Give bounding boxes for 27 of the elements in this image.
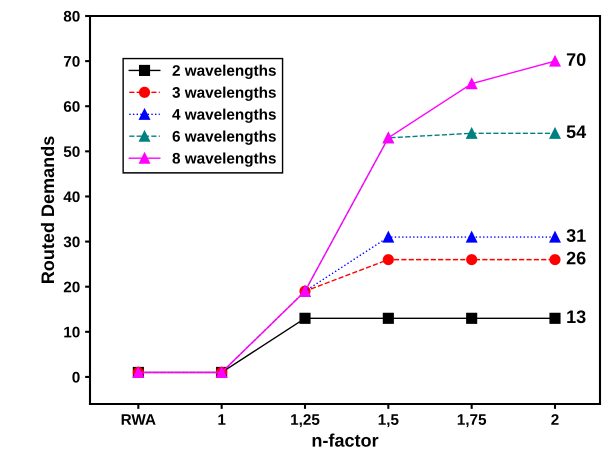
y-tick-label: 70 xyxy=(64,56,80,67)
x-axis-title: n-factor xyxy=(312,434,378,447)
y-tick-label: 80 xyxy=(64,10,80,22)
x-tick-label: 1,75 xyxy=(458,414,486,428)
y-tick-label: 20 xyxy=(64,282,80,292)
x-tick-label: 2 xyxy=(551,414,559,425)
legend-label: 2 wavelengths xyxy=(172,64,276,79)
y-tick-label: 50 xyxy=(64,146,80,158)
legend-label: 8 wavelengths xyxy=(172,152,276,167)
y-tick-label: 10 xyxy=(64,326,80,338)
annotation: 26 xyxy=(566,252,586,264)
annotation: 70 xyxy=(566,53,586,66)
annotation: 31 xyxy=(566,229,586,242)
legend-label: 6 wavelengths xyxy=(172,130,276,145)
x-tick-label: 1,25 xyxy=(291,414,320,428)
annotation: 54 xyxy=(566,126,586,138)
annotation: 13 xyxy=(567,310,586,324)
y-axis-title: Routed Demands xyxy=(40,136,54,284)
y-tick-label: 60 xyxy=(64,101,80,112)
legend-label: 3 wavelengths xyxy=(172,86,276,101)
y-tick-label: 30 xyxy=(64,236,80,248)
x-tick-label: 1 xyxy=(218,414,226,425)
y-tick-label: 40 xyxy=(64,191,80,202)
legend-label: 4 wavelengths xyxy=(172,108,276,123)
x-tick-label: 1,5 xyxy=(378,414,399,428)
x-tick-label: RWA xyxy=(122,414,156,425)
y-tick-label: 0 xyxy=(72,372,80,383)
